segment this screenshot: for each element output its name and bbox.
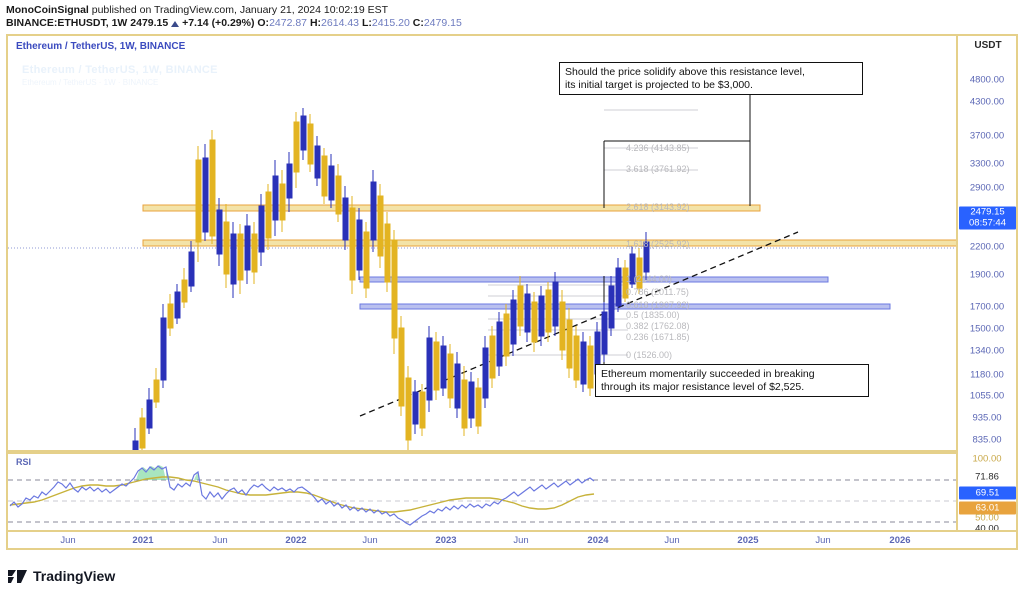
rsi-tick-50: 50.00 [975, 512, 999, 524]
blue-level-bands [359, 276, 891, 310]
fib-label-0382: 0.382 (1762.08) [626, 321, 690, 331]
price-tick-1340: 1340.00 [969, 345, 1005, 357]
header-author: MonoCoinSignal [6, 4, 89, 16]
header-low-label: L: [361, 17, 372, 29]
rsi-pane[interactable]: RSI [8, 452, 956, 534]
price-tick-4300: 4300.00 [969, 96, 1005, 108]
rsi-legend: RSI [16, 457, 32, 467]
price-tick-1500: 1500.00 [969, 323, 1005, 335]
price-tick-2200: 2200.00 [969, 241, 1005, 253]
tradingview-logo-icon [8, 569, 28, 583]
time-tick-2: Jun [212, 535, 228, 546]
tradingview-logo-text: TradingView [33, 568, 116, 584]
header-close-label: C: [412, 17, 424, 29]
resistance-target-callout[interactable]: Should the price solidify above this res… [559, 62, 863, 95]
price-countdown: 08:57:44 [969, 217, 1006, 228]
header-high-value: 2614.43 [321, 17, 360, 29]
fib-label-0236: 0.236 (1671.85) [626, 332, 690, 342]
fib-label-4236: 4.236 (4143.85) [626, 143, 690, 153]
price-tick-1900: 1900.00 [969, 269, 1005, 281]
rsi-chart-svg [8, 465, 956, 526]
price-tick-835: 835.00 [972, 434, 1002, 446]
gold-resistance-bands [142, 204, 956, 247]
price-axis[interactable]: USDT 4800.00 4300.00 3700.00 3300.00 290… [956, 36, 1016, 551]
price-tick-1055: 1055.00 [969, 390, 1005, 402]
header-change: +7.14 (+0.29%) [182, 17, 255, 29]
price-current-badge[interactable]: 2479.15 08:57:44 [959, 206, 1016, 230]
price-tick-1700: 1700.00 [969, 301, 1005, 313]
rsi-ma-line [9, 476, 595, 513]
header-close-value: 2479.15 [423, 17, 462, 29]
rsi-value-badge[interactable]: 69.51 [959, 486, 1016, 500]
chart-frame[interactable]: Ethereum / TetherUS, 1W, BINANCE Ethereu… [6, 34, 1018, 551]
rsi-tick-40: 40.00 [975, 523, 999, 535]
time-tick-6: Jun [513, 535, 529, 546]
price-pane[interactable]: Ethereum / TetherUS, 1W, BINANCE [8, 36, 956, 450]
header-low-value: 2415.20 [371, 17, 410, 29]
time-axis[interactable]: Jun 2021 Jun 2022 Jun 2023 Jun 2024 Jun … [8, 530, 1016, 548]
header-symbol: BINANCE:ETHUSDT, 1W [6, 17, 128, 29]
header-high-label: H: [309, 17, 322, 29]
price-axis-title: USDT [974, 40, 1002, 51]
header-publish-line: MonoCoinSignal published on TradingView.… [6, 4, 1024, 17]
header-published-text: published on TradingView.com, January 21… [91, 4, 389, 16]
header-bar: MonoCoinSignal published on TradingView.… [0, 0, 1024, 32]
time-tick-4: Jun [362, 535, 378, 546]
price-tick-3700: 3700.00 [969, 130, 1005, 142]
tradingview-mark-svg [8, 569, 27, 583]
breakout-callout[interactable]: Ethereum momentarily succeeded in breaki… [595, 364, 869, 397]
price-tick-2900: 2900.00 [969, 182, 1005, 194]
chart-legend: Ethereum / TetherUS, 1W, BINANCE [16, 41, 186, 52]
time-tick-0: Jun [60, 535, 76, 546]
price-chart-svg [8, 94, 956, 450]
fib-label-0: 0 (1526.00) [626, 350, 673, 360]
header-open-label: O: [257, 17, 270, 29]
fib-label-1618: 1.618 (2525.92) [626, 239, 690, 249]
rsi-ma-badge[interactable]: 63.01 [959, 501, 1016, 515]
header-last-price: 2479.15 [130, 17, 169, 29]
pane-divider[interactable] [8, 450, 1016, 452]
time-tick-9: 2025 [737, 535, 759, 546]
price-tick-935: 935.00 [972, 412, 1002, 424]
triangle-up-icon [171, 21, 180, 27]
price-current-value: 2479.15 [970, 206, 1005, 218]
fib-label-2618: 2.618 (3143.92) [626, 202, 690, 212]
rsi-line [9, 465, 595, 526]
header-quote-line: BINANCE:ETHUSDT, 1W 2479.15 +7.14 (+0.29… [6, 17, 1024, 30]
time-tick-7: 2024 [587, 535, 609, 546]
fib-label-0618: 0.618 (1907.92) [626, 300, 690, 310]
price-tick-1180: 1180.00 [970, 369, 1004, 381]
footer: TradingView [8, 568, 115, 584]
rsi-tick-7186: 71.86 [975, 471, 999, 483]
fib-label-3618: 3.618 (3761.92) [626, 164, 690, 174]
time-tick-8: Jun [664, 535, 680, 546]
candlestick-series [132, 108, 650, 450]
fib-label-05: 0.5 (1835.00) [626, 310, 680, 320]
time-tick-5: 2023 [435, 535, 457, 546]
price-tick-4800: 4800.00 [969, 74, 1005, 86]
time-tick-3: 2022 [285, 535, 307, 546]
time-tick-1: 2021 [132, 535, 154, 546]
ascending-trendline [359, 231, 799, 417]
price-tick-3300: 3300.00 [969, 158, 1005, 170]
header-open-value: 2472.87 [269, 17, 308, 29]
rsi-tick-100: 100.00 [972, 453, 1002, 465]
fib-label-0786: 0.786 (2011.75) [626, 287, 689, 297]
fib-label-1: 1 (2144.00) [626, 274, 673, 284]
time-tick-10: Jun [815, 535, 831, 546]
time-tick-11: 2026 [889, 535, 911, 546]
